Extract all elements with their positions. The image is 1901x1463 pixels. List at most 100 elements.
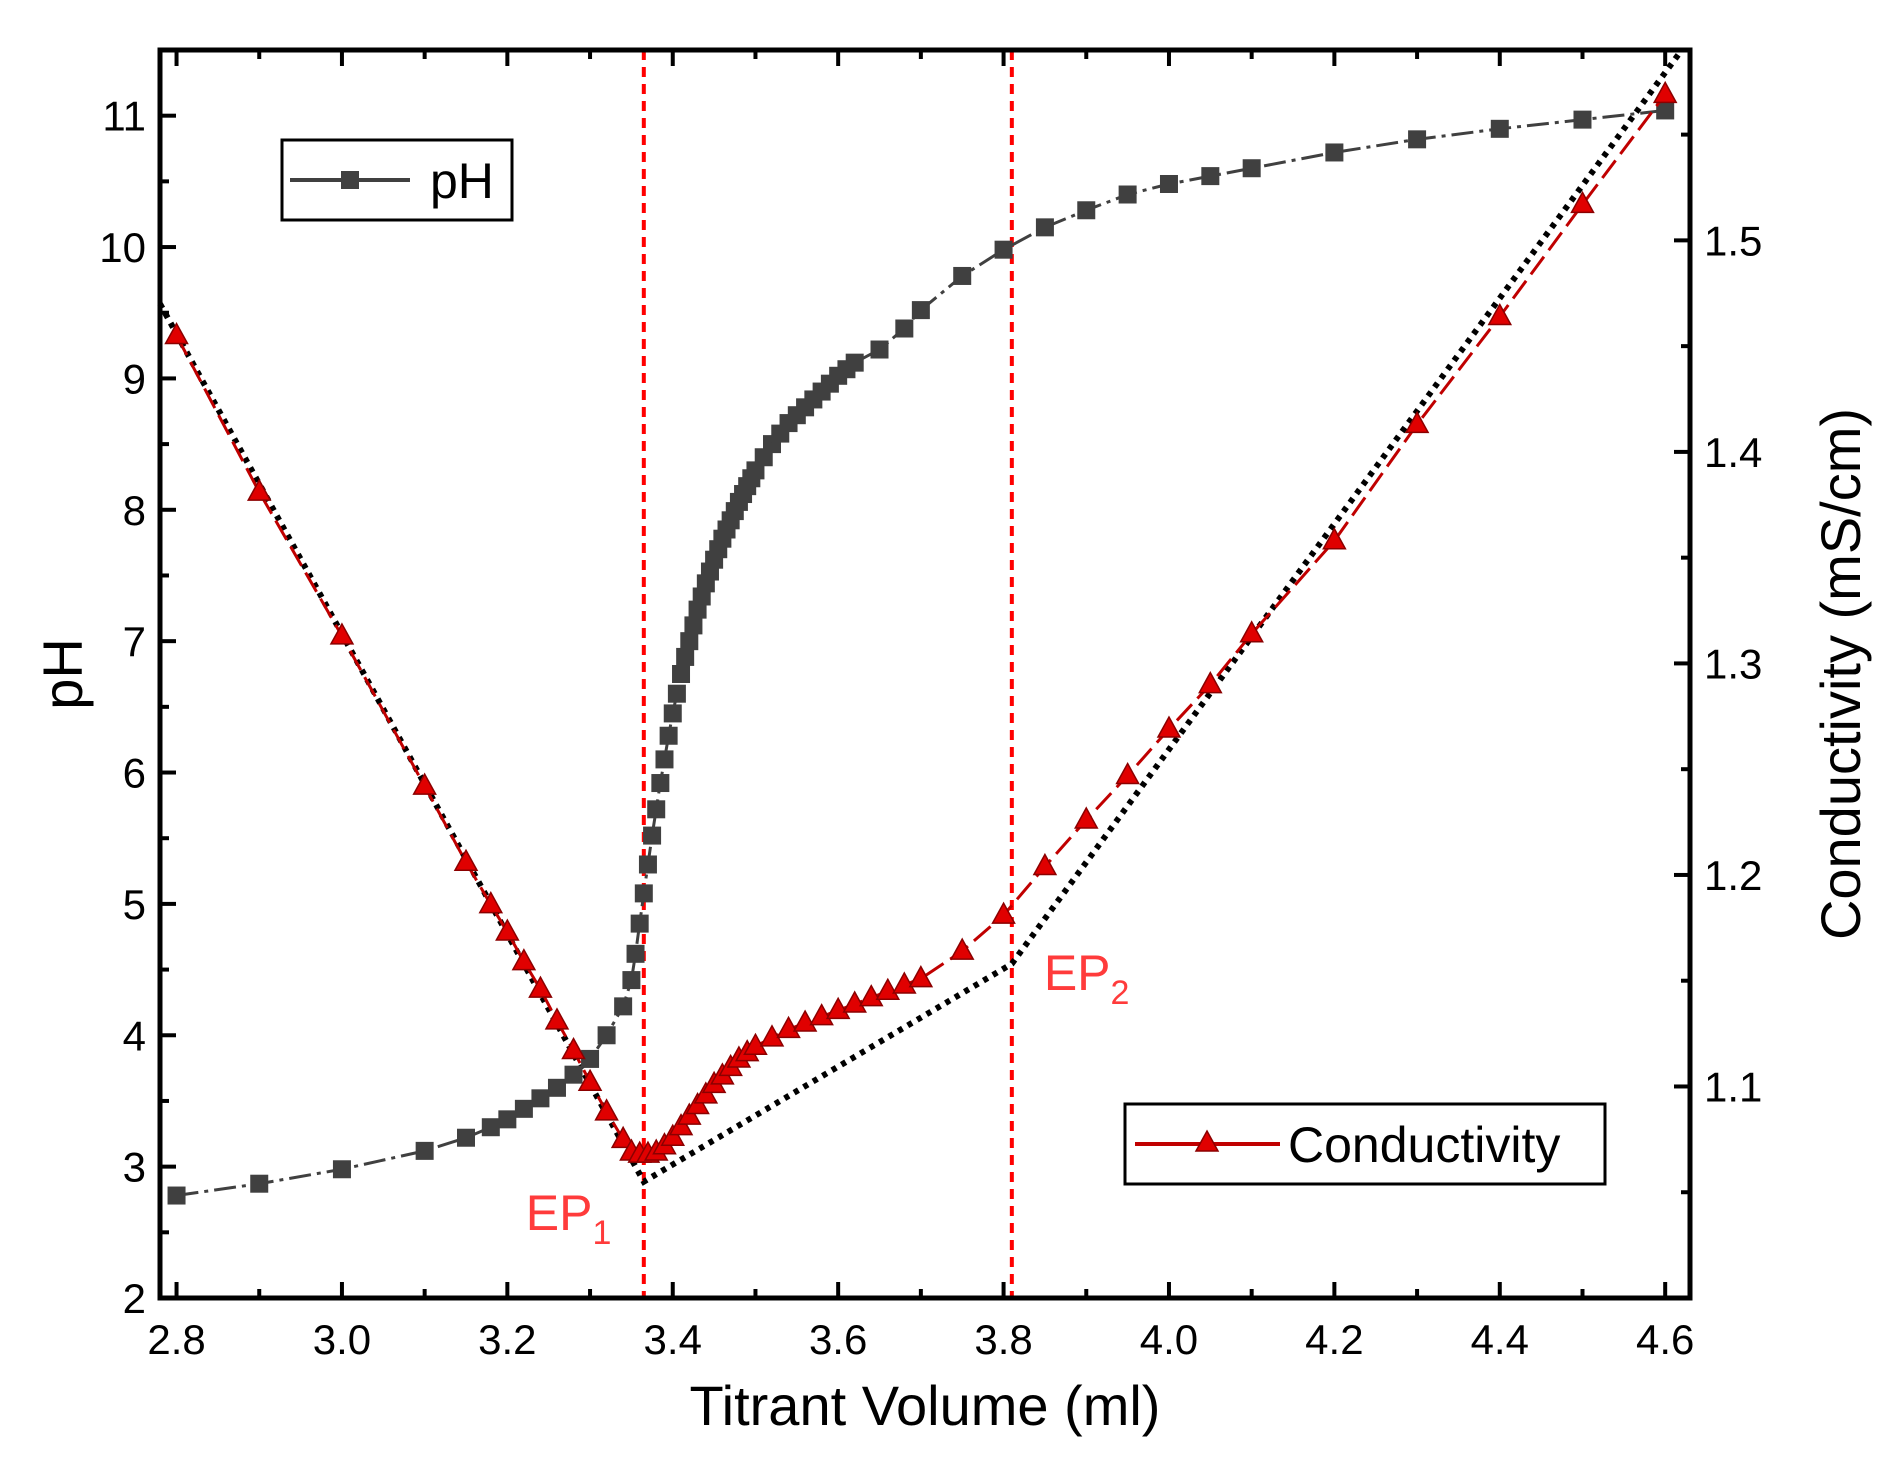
conductivity-point bbox=[743, 1032, 768, 1056]
y2-axis-title: Conductivity (mS/cm) bbox=[1809, 408, 1872, 940]
ph-point bbox=[1077, 201, 1096, 220]
y-axis-ticks: 2 3 4 5 6 7 8 9 10 11 bbox=[99, 48, 176, 1322]
ph-point bbox=[622, 971, 641, 990]
conductivity-point bbox=[1115, 761, 1140, 785]
conductivity-point bbox=[759, 1024, 785, 1047]
conductivity-point bbox=[1198, 671, 1223, 694]
end-point-labels: EP1 EP2 bbox=[526, 945, 1130, 1252]
ph-point bbox=[651, 774, 670, 793]
conductivity-point bbox=[1322, 527, 1347, 550]
legend-ph-label: pH bbox=[430, 153, 494, 209]
legend-ph: pH bbox=[280, 138, 514, 222]
ph-point bbox=[1201, 167, 1220, 186]
ph-point bbox=[911, 301, 930, 320]
conductivity-point bbox=[478, 891, 504, 914]
ph-point bbox=[680, 632, 699, 651]
y-tick-label: 5 bbox=[123, 881, 146, 928]
conductivity-point bbox=[825, 996, 851, 1020]
conductivity-point bbox=[246, 478, 272, 501]
x-tick-label: 3.2 bbox=[478, 1316, 536, 1363]
ph-point bbox=[1035, 218, 1054, 237]
plot-frame bbox=[157, 47, 1693, 1301]
ph-point bbox=[415, 1141, 434, 1160]
conductivity-point bbox=[1074, 806, 1099, 829]
ph-point bbox=[581, 1049, 600, 1068]
ph-point bbox=[638, 855, 657, 874]
end-point-label: EP1 bbox=[526, 1185, 612, 1252]
ph-point bbox=[655, 750, 674, 769]
ph-point bbox=[457, 1128, 475, 1147]
ph-point bbox=[1325, 143, 1344, 162]
x-tick-label: 3.0 bbox=[313, 1316, 371, 1363]
conductivity-point bbox=[453, 848, 479, 872]
x-tick-label: 3.8 bbox=[974, 1316, 1032, 1363]
ph-point bbox=[1118, 185, 1137, 204]
legend-ph-marker bbox=[341, 171, 359, 189]
conductivity-point bbox=[1487, 302, 1513, 326]
y2-tick-label: 1.2 bbox=[1704, 852, 1762, 899]
y-tick-label: 2 bbox=[123, 1275, 146, 1322]
y-tick-label: 7 bbox=[123, 618, 146, 665]
legend-conductivity: Conductivity bbox=[1123, 1102, 1607, 1186]
ph-point bbox=[1242, 159, 1261, 178]
ph-point bbox=[1490, 119, 1509, 138]
ph-point bbox=[663, 704, 682, 723]
conductivity-point bbox=[792, 1009, 818, 1032]
x-tick-label: 4.6 bbox=[1636, 1316, 1694, 1363]
conductivity-point bbox=[495, 918, 520, 941]
x-tick-label: 4.2 bbox=[1305, 1316, 1363, 1363]
ph-point bbox=[531, 1089, 550, 1108]
y-tick-label: 6 bbox=[123, 750, 146, 797]
y2-tick-label: 1.4 bbox=[1704, 429, 1762, 476]
y2-tick-label: 1.3 bbox=[1704, 640, 1762, 687]
end-point-label: EP2 bbox=[1044, 945, 1130, 1012]
ph-point bbox=[647, 800, 666, 819]
y-tick-label: 9 bbox=[123, 355, 146, 402]
conductivity-point bbox=[1652, 80, 1678, 104]
ph-point bbox=[643, 826, 662, 845]
ph-point bbox=[659, 726, 678, 745]
conductivity-point bbox=[1570, 190, 1595, 214]
conductivity-point bbox=[858, 984, 884, 1007]
conductivity-point bbox=[544, 1007, 570, 1030]
ph-point bbox=[953, 266, 972, 285]
conductivity-point bbox=[875, 977, 901, 1001]
ph-point bbox=[332, 1160, 351, 1179]
ph-point bbox=[634, 884, 653, 903]
ph-point bbox=[676, 647, 695, 666]
ph-point bbox=[1408, 130, 1427, 149]
ph-point bbox=[684, 616, 703, 635]
conductivity-point bbox=[809, 1003, 834, 1026]
conductivity-point bbox=[594, 1098, 619, 1121]
y-tick-label: 11 bbox=[102, 93, 146, 140]
conductivity-point bbox=[577, 1068, 603, 1091]
ph-point bbox=[630, 914, 649, 933]
conductivity-point bbox=[949, 937, 975, 960]
conductivity-point bbox=[776, 1015, 801, 1039]
ph-point bbox=[626, 944, 645, 963]
y2-tick-label: 1.5 bbox=[1704, 217, 1762, 264]
ph-point bbox=[514, 1099, 533, 1118]
ph-point bbox=[547, 1078, 566, 1097]
legend-conductivity-label: Conductivity bbox=[1288, 1117, 1560, 1173]
conductivity-point bbox=[892, 971, 917, 994]
ph-point bbox=[498, 1110, 517, 1129]
ph-point bbox=[1656, 101, 1675, 120]
ph-point bbox=[1573, 110, 1592, 129]
legend-conductivity-marker bbox=[1194, 1129, 1220, 1152]
conductivity-point bbox=[1239, 620, 1264, 643]
conductivity-line bbox=[175, 93, 1667, 1156]
ph-point bbox=[481, 1118, 500, 1137]
ph-point bbox=[845, 353, 864, 372]
conductivity-point bbox=[1404, 410, 1430, 434]
conductivity-point bbox=[511, 948, 537, 971]
y-tick-label: 3 bbox=[123, 1144, 146, 1191]
ph-point bbox=[895, 319, 914, 338]
conductivity-point bbox=[842, 990, 867, 1013]
conductivity-point bbox=[610, 1125, 636, 1149]
ph-point bbox=[994, 240, 1013, 259]
conductivity-point bbox=[412, 772, 437, 795]
x-tick-label: 3.4 bbox=[644, 1316, 702, 1363]
y2-axis-ticks: 1.1 1.2 1.3 1.4 1.5 bbox=[1674, 132, 1762, 1195]
